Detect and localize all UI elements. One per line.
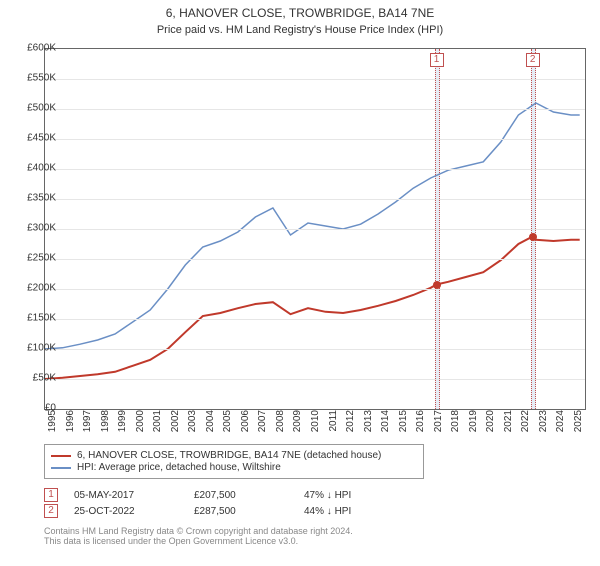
x-axis-label: 2015 — [398, 410, 409, 438]
sale-row-marker: 1 — [44, 488, 58, 502]
sales-table: 1 05-MAY-2017£207,50047% ↓ HPI 2 25-OCT-202… — [44, 486, 404, 520]
x-axis-label: 2001 — [152, 410, 163, 438]
x-axis-label: 2016 — [415, 410, 426, 438]
x-axis-label: 2024 — [555, 410, 566, 438]
sale-marker-label: 1 — [430, 53, 444, 67]
sale-row-hpi: 44% ↓ HPI — [304, 506, 404, 517]
x-axis-label: 1997 — [82, 410, 93, 438]
sale-row: 1 05-MAY-2017£207,50047% ↓ HPI — [44, 488, 404, 502]
x-axis-label: 2009 — [292, 410, 303, 438]
x-axis-label: 2018 — [450, 410, 461, 438]
x-axis-label: 2005 — [222, 410, 233, 438]
x-axis-label: 2017 — [433, 410, 444, 438]
sale-marker-dot — [529, 233, 537, 241]
x-axis-label: 2000 — [135, 410, 146, 438]
sale-row-marker: 2 — [44, 504, 58, 518]
x-axis-label: 2011 — [328, 410, 339, 438]
sale-row: 2 25-OCT-2022£287,50044% ↓ HPI — [44, 504, 404, 518]
y-axis-label: £550K — [27, 73, 56, 84]
y-axis-label: £350K — [27, 193, 56, 204]
x-axis-label: 2022 — [520, 410, 531, 438]
x-axis-label: 2013 — [363, 410, 374, 438]
gridline — [45, 259, 585, 260]
x-axis-label: 1995 — [47, 410, 58, 438]
y-axis-label: £500K — [27, 103, 56, 114]
gridline — [45, 199, 585, 200]
x-axis-label: 2006 — [240, 410, 251, 438]
y-axis-label: £400K — [27, 163, 56, 174]
y-axis-label: £50K — [33, 373, 56, 384]
gridline — [45, 109, 585, 110]
sale-row-date: 25-OCT-2022 — [74, 506, 194, 517]
gridline — [45, 229, 585, 230]
gridline — [45, 289, 585, 290]
x-axis-label: 2004 — [205, 410, 216, 438]
x-axis-label: 2012 — [345, 410, 356, 438]
y-axis-label: £600K — [27, 43, 56, 54]
legend-label: 6, HANOVER CLOSE, TROWBRIDGE, BA14 7NE (… — [77, 450, 381, 461]
x-axis-label: 2021 — [503, 410, 514, 438]
y-axis-label: £100K — [27, 343, 56, 354]
legend-swatch — [51, 467, 71, 469]
x-axis-label: 2020 — [485, 410, 496, 438]
gridline — [45, 319, 585, 320]
gridline — [45, 79, 585, 80]
legend-label: HPI: Average price, detached house, Wilt… — [77, 462, 281, 473]
sale-row-hpi: 47% ↓ HPI — [304, 490, 404, 501]
series-price_paid — [45, 237, 580, 380]
x-axis-label: 1996 — [65, 410, 76, 438]
chart-subtitle: Price paid vs. HM Land Registry's House … — [0, 24, 600, 36]
y-axis-label: £300K — [27, 223, 56, 234]
gridline — [45, 379, 585, 380]
chart-plot-area: 12 — [44, 48, 586, 410]
sale-row-price: £207,500 — [194, 490, 304, 501]
y-axis-label: £200K — [27, 283, 56, 294]
gridline — [45, 349, 585, 350]
x-axis-label: 2023 — [538, 410, 549, 438]
footer-line-2: This data is licensed under the Open Gov… — [44, 536, 564, 546]
x-axis-label: 2010 — [310, 410, 321, 438]
y-axis-label: £450K — [27, 133, 56, 144]
x-axis-label: 2003 — [187, 410, 198, 438]
sale-row-price: £287,500 — [194, 506, 304, 517]
sale-marker-dot — [433, 281, 441, 289]
legend-item: HPI: Average price, detached house, Wilt… — [51, 462, 417, 473]
gridline — [45, 169, 585, 170]
x-axis-label: 2019 — [468, 410, 479, 438]
sale-row-date: 05-MAY-2017 — [74, 490, 194, 501]
gridline — [45, 139, 585, 140]
footer-line-1: Contains HM Land Registry data © Crown c… — [44, 526, 564, 536]
x-axis-label: 2002 — [170, 410, 181, 438]
x-axis-label: 1999 — [117, 410, 128, 438]
y-axis-label: £250K — [27, 253, 56, 264]
x-axis-label: 2007 — [257, 410, 268, 438]
x-axis-label: 2014 — [380, 410, 391, 438]
chart-title: 6, HANOVER CLOSE, TROWBRIDGE, BA14 7NE — [0, 6, 600, 22]
x-axis-label: 2008 — [275, 410, 286, 438]
legend-item: 6, HANOVER CLOSE, TROWBRIDGE, BA14 7NE (… — [51, 450, 417, 461]
x-axis-label: 2025 — [573, 410, 584, 438]
x-axis-label: 1998 — [100, 410, 111, 438]
chart-container: 6, HANOVER CLOSE, TROWBRIDGE, BA14 7NE P… — [0, 6, 600, 566]
legend-box: 6, HANOVER CLOSE, TROWBRIDGE, BA14 7NE (… — [44, 444, 424, 479]
y-axis-label: £150K — [27, 313, 56, 324]
footer-attribution: Contains HM Land Registry data © Crown c… — [44, 526, 564, 546]
legend-swatch — [51, 455, 71, 457]
sale-marker-label: 2 — [526, 53, 540, 67]
